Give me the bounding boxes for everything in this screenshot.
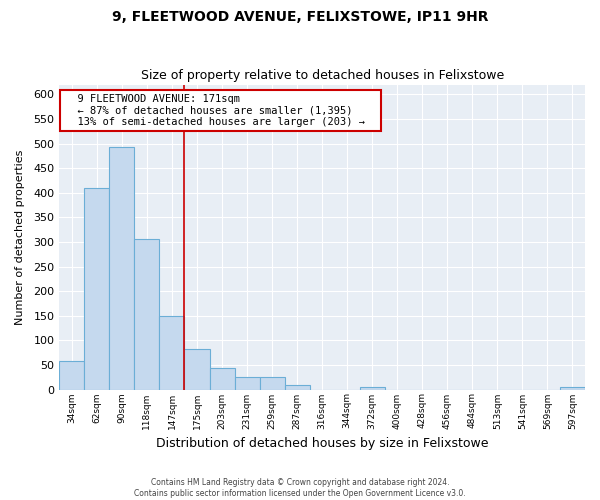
Text: 9, FLEETWOOD AVENUE, FELIXSTOWE, IP11 9HR: 9, FLEETWOOD AVENUE, FELIXSTOWE, IP11 9H… <box>112 10 488 24</box>
Text: Contains HM Land Registry data © Crown copyright and database right 2024.
Contai: Contains HM Land Registry data © Crown c… <box>134 478 466 498</box>
Bar <box>160 316 184 390</box>
X-axis label: Distribution of detached houses by size in Felixstowe: Distribution of detached houses by size … <box>156 437 488 450</box>
Title: Size of property relative to detached houses in Felixstowe: Size of property relative to detached ho… <box>140 69 504 82</box>
Bar <box>109 147 134 390</box>
Bar <box>134 238 160 390</box>
Bar <box>360 387 385 390</box>
Bar <box>235 377 260 390</box>
Bar <box>284 384 310 390</box>
Bar <box>85 188 109 390</box>
Y-axis label: Number of detached properties: Number of detached properties <box>15 150 25 324</box>
Bar <box>209 368 235 390</box>
Text: 9 FLEETWOOD AVENUE: 171sqm  
  ← 87% of detached houses are smaller (1,395)  
  : 9 FLEETWOOD AVENUE: 171sqm ← 87% of deta… <box>65 94 377 127</box>
Bar <box>59 362 85 390</box>
Bar <box>184 349 209 390</box>
Bar <box>260 377 284 390</box>
Bar <box>560 387 585 390</box>
